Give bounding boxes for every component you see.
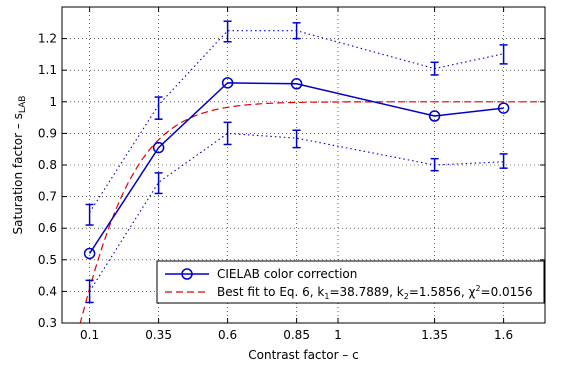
x-tick-label: 0.1 [80, 328, 99, 342]
data-point-cielab [221, 77, 234, 89]
error-bar [223, 121, 232, 146]
data-point-cielab [152, 141, 165, 154]
data-point-cielab [290, 78, 303, 90]
y-axis-label-sub: LAB [18, 96, 28, 114]
y-tick-label: 1 [49, 95, 57, 109]
y-tick-label: 0.4 [38, 284, 57, 298]
y-axis-label-main: Saturation factor – s [11, 113, 25, 234]
series-lower-bound-line [89, 132, 504, 292]
y-axis-label: Saturation factor – sLAB [11, 96, 28, 235]
data-point-cielab [428, 110, 441, 122]
y-tick-label: 0.8 [38, 158, 57, 172]
error-bar [85, 203, 94, 226]
legend-marker-cielab [181, 268, 193, 280]
series-cielab-line [88, 82, 504, 254]
legend-entry-cielab: CIELAB color correction [217, 267, 357, 281]
error-bars [85, 20, 508, 304]
legend-bestfit-chi-val: =0.0156 [481, 285, 533, 299]
x-tick-label: 1.35 [421, 328, 448, 342]
error-bar [154, 172, 163, 195]
legend-bestfit-k1-sub: 1 [324, 292, 329, 301]
x-tick-label: 0.85 [283, 328, 310, 342]
legend-entry-bestfit: Best fit to Eq. 6, k1=38.7889, k2=1.5856… [217, 284, 533, 301]
y-tick-label: 0.9 [38, 126, 57, 140]
error-bar [223, 20, 232, 43]
x-axis-ticks: 0.1 0.35 0.6 0.85 1 1.35 1.6 [80, 7, 513, 342]
y-tick-label: 0.5 [38, 253, 57, 267]
legend: CIELAB color correction Best fit to Eq. … [156, 260, 545, 304]
legend-bestfit-k2-val: =1.5856, χ [409, 285, 476, 299]
x-tick-label: 0.35 [145, 328, 172, 342]
error-bar [499, 44, 508, 65]
error-bar [292, 22, 301, 40]
data-point-cielab [83, 247, 96, 260]
x-tick-label: 1 [334, 328, 342, 342]
x-tick-label: 0.6 [218, 328, 237, 342]
x-tick-label: 1.6 [494, 328, 513, 342]
legend-box [156, 260, 545, 304]
y-tick-label: 0.3 [38, 316, 57, 330]
y-tick-label: 0.6 [38, 221, 57, 235]
legend-bestfit-k1-val: =38.7889, k [329, 285, 403, 299]
error-bar [85, 279, 94, 304]
error-bar [292, 129, 301, 149]
legend-bestfit-k2-sub: 2 [404, 292, 409, 301]
y-axis-ticks: 0.3 0.4 0.5 0.6 0.7 0.8 0.9 1 1.1 1.2 [38, 32, 545, 330]
y-tick-label: 0.7 [38, 190, 57, 204]
legend-bestfit-chi-sup: 2 [475, 284, 480, 293]
error-bar [499, 153, 508, 169]
series-upper-bound-line [89, 30, 504, 213]
y-tick-label: 1.2 [38, 32, 57, 46]
error-bar [154, 96, 163, 120]
series-layer [79, 30, 540, 323]
legend-bestfit-prefix: Best fit to Eq. 6, k [217, 285, 324, 299]
error-bar [430, 157, 439, 172]
y-tick-label: 1.1 [38, 63, 57, 77]
x-axis-label: Contrast factor – c [248, 348, 358, 362]
error-bar [430, 61, 439, 76]
data-point-cielab [497, 102, 510, 114]
